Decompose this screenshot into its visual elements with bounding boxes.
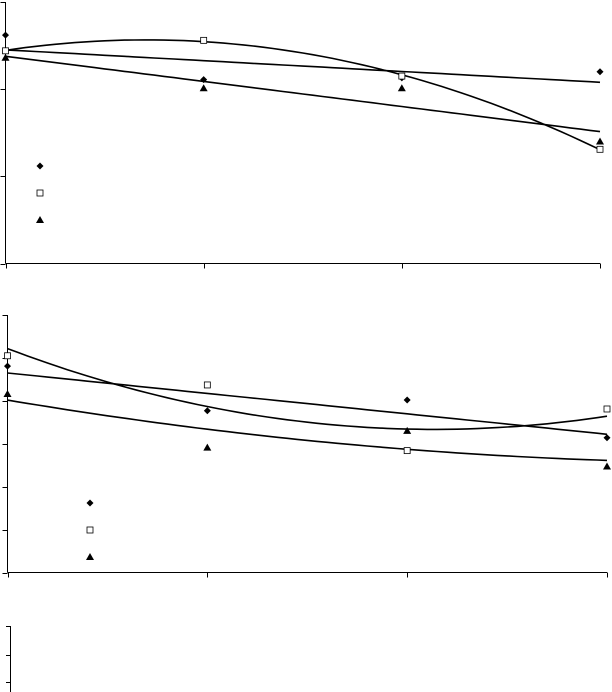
square-marker (596, 145, 604, 153)
legend-marker (86, 526, 94, 534)
diamond-marker (203, 407, 211, 415)
plot (0, 2, 604, 269)
square-marker (398, 72, 406, 80)
triangle-marker (3, 389, 12, 397)
third-axis (6, 626, 11, 692)
square-marker (603, 405, 611, 413)
square-marker (4, 352, 11, 360)
diamond-marker (4, 362, 11, 370)
legend-marker (86, 553, 94, 560)
diamond-marker (200, 76, 208, 84)
trendline (7, 347, 608, 431)
legend-marker (86, 499, 94, 507)
triangle-marker (397, 84, 406, 92)
triangle-marker (199, 84, 208, 92)
trendline (5, 49, 601, 84)
square-marker (200, 36, 208, 44)
triangle-marker (596, 137, 604, 145)
legend-marker (36, 189, 44, 197)
diamond-marker (596, 68, 604, 76)
diamond-marker (603, 434, 611, 442)
diamond-marker (403, 396, 411, 404)
square-marker (203, 381, 211, 389)
triangle-marker (403, 426, 412, 434)
trendline (7, 372, 608, 436)
square-marker (2, 47, 9, 55)
diamond-marker (2, 31, 9, 39)
trendline (7, 399, 608, 462)
trendline (5, 55, 601, 133)
triangle-marker (203, 443, 212, 451)
legend-marker (36, 162, 44, 170)
triangle-marker (603, 462, 611, 470)
square-marker (403, 447, 411, 455)
trendline (5, 39, 601, 151)
legend-marker (36, 216, 44, 223)
triangle-marker (1, 53, 10, 61)
plot (2, 315, 611, 578)
